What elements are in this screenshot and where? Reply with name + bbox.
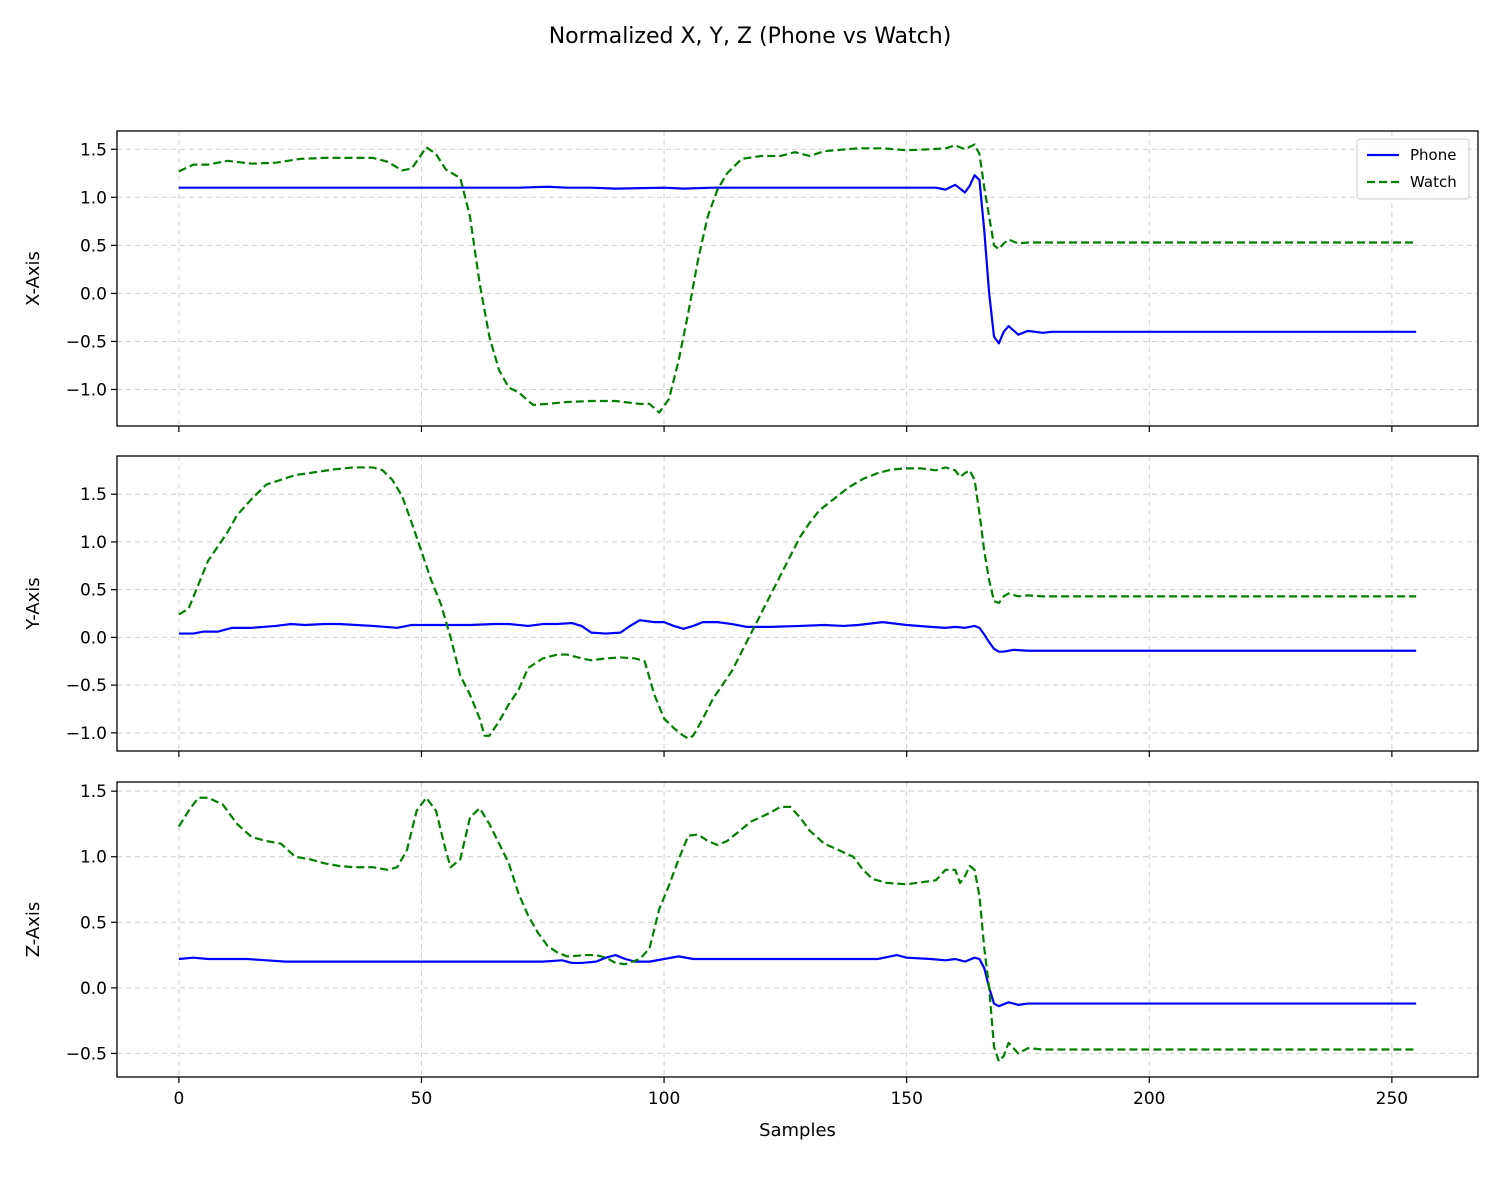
subplot-2: −1.0 −0.5 0.0 0.5 1.0 1.5 Y-Axis [23,455,1479,757]
series-line-phone [178,619,1417,653]
y-tick-label: 0.0 [80,979,107,999]
y-tick-label: −1.0 [66,380,107,400]
y-axis-label: Z-Axis [23,902,44,957]
y-tick-label: 0.0 [80,628,107,648]
legend-label-phone: Phone [1410,146,1456,164]
y-tick-label: 0.5 [80,581,107,601]
y-tick-label: 1.0 [80,848,107,868]
legend-label-watch: Watch [1410,173,1457,191]
x-tick-label: 100 [648,1089,680,1109]
series-line-phone [178,174,1417,345]
x-tick-label: 250 [1376,1089,1408,1109]
y-tick-label: −0.5 [66,676,107,696]
y-tick-label: −0.5 [66,332,107,352]
axes-frame [116,455,1479,752]
series-line-watch [178,143,1417,414]
y-tick-label: −1.0 [66,724,107,744]
y-tick-label: 1.5 [80,485,107,505]
figure-title: Normalized X, Y, Z (Phone vs Watch) [549,24,952,49]
y-tick-label: 0.0 [80,284,107,304]
axes-frame [116,130,1479,427]
x-tick-label: 150 [890,1089,922,1109]
series-line-phone [178,953,1417,1008]
y-tick-label: −0.5 [66,1044,107,1064]
x-tick-label: 50 [411,1089,433,1109]
y-tick-label: 0.5 [80,913,107,933]
subplot-3: −0.5 0.0 0.5 1.0 1.5 0 50 100 150 200 250 Z-Axis Sam… [23,781,1479,1141]
y-tick-label: 0.5 [80,236,107,256]
y-axis-label: X-Axis [23,251,44,306]
legend: Phone Watch [1356,138,1470,200]
y-tick-label: 1.0 [80,188,107,208]
axes-frame [116,781,1479,1078]
y-axis-label: Y-Axis [23,577,44,630]
x-tick-label: 0 [173,1089,184,1109]
subplot-1: −1.0 −0.5 0.0 0.5 1.0 1.5 X-Axis Phone Watch [23,130,1479,432]
y-tick-label: 1.5 [80,140,107,160]
y-tick-label: 1.0 [80,533,107,553]
x-axis-label: Samples [759,1120,836,1141]
y-tick-label: 1.5 [80,782,107,802]
series-line-watch [177,796,1417,1063]
x-tick-label: 200 [1133,1089,1165,1109]
series-line-watch [178,466,1417,740]
subplot-panels: −1.0−0.50.00.51.01.5X-AxisPhoneWatch−1.0… [23,130,1479,1141]
